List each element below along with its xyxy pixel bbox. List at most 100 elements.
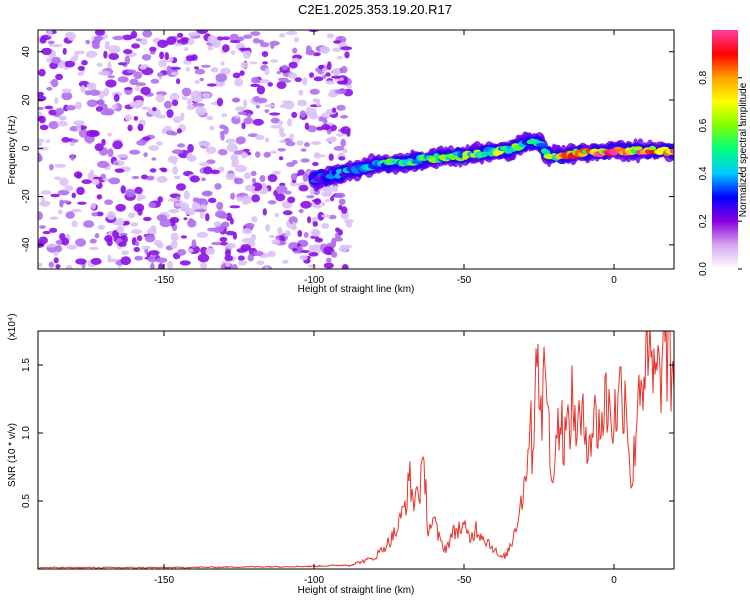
noise-blob [111,104,118,109]
noise-blob [250,233,257,242]
y-tick-label: 20 [21,94,32,106]
noise-blob [180,112,185,121]
noise-blob [49,163,54,171]
noise-blob [345,221,353,228]
noise-blob [310,141,322,145]
noise-blob [243,117,254,125]
noise-blob [38,211,43,221]
noise-blob [46,86,53,91]
noise-blob [298,184,309,192]
noise-blob [251,194,260,203]
noise-blob [54,163,66,168]
noise-blob [130,222,139,227]
noise-blob [165,130,175,136]
noise-blob [259,79,271,84]
noise-blob [197,253,210,263]
noise-blob [321,201,326,207]
noise-blob [116,225,125,234]
noise-blob [55,107,65,115]
noise-blob [338,204,343,211]
noise-blob [117,76,129,83]
noise-blob [264,109,270,114]
noise-blob [73,171,83,179]
noise-blob [255,134,265,140]
noise-blob [241,122,246,130]
noise-blob [277,226,283,236]
noise-blob [299,255,308,261]
noise-blob [177,249,187,256]
noise-blob [292,247,298,252]
noise-blob [97,160,109,168]
noise-blob [200,262,207,269]
noise-blob [276,81,287,89]
noise-blob [38,68,46,77]
noise-blob [234,115,241,119]
noise-blob [177,143,186,148]
noise-blob [112,35,124,41]
noise-blob [53,257,59,264]
noise-blob [325,80,335,85]
noise-blob [255,151,261,158]
noise-blob [150,78,160,84]
noise-blob [309,72,314,78]
noise-blob [134,255,144,261]
noise-blob [134,186,143,194]
noise-blob [285,30,298,36]
noise-blob [148,250,160,256]
noise-blob [216,201,224,211]
noise-blob [265,224,270,232]
noise-blob [323,262,334,269]
ridge-blob [633,146,643,151]
noise-blob [90,202,96,210]
noise-blob [334,192,346,199]
noise-blob [164,52,169,61]
noise-blob [238,255,245,261]
noise-blob [108,45,121,54]
noise-blob [38,236,48,245]
spectrogram-x-axis: -150 -100 -50 0 [154,30,617,286]
noise-blob [296,140,304,146]
noise-blob [246,113,252,118]
noise-blob [218,149,228,156]
noise-blob [294,77,302,83]
noise-blob [308,244,314,253]
noise-blob [269,112,281,116]
noise-blob [297,230,303,237]
noise-blob [313,204,322,209]
noise-blob [240,61,249,69]
noise-blob [340,138,347,148]
noise-blob [97,224,106,230]
noise-blob [341,206,348,214]
noise-blob [133,246,140,253]
noise-blob [321,124,331,131]
noise-blob [308,113,319,120]
noise-blob [259,175,266,183]
noise-blob [169,66,181,70]
noise-blob [200,246,208,255]
noise-blob [131,175,140,180]
noise-blob [224,249,231,257]
noise-blob [249,61,258,65]
noise-blob [287,196,296,204]
colorbar-tick-label: 0.4 [698,166,709,180]
noise-blob [271,239,281,245]
noise-blob [42,230,51,235]
noise-blob [91,212,98,217]
noise-blob [57,120,68,127]
noise-blob [326,33,335,39]
noise-blob [199,77,204,82]
noise-blob [136,139,147,146]
noise-blob [161,168,168,173]
noise-blob [308,252,319,257]
noise-blob [187,248,194,253]
noise-blob [281,64,288,71]
noise-blob [122,34,134,41]
noise-blob [94,30,106,36]
noise-blob [250,76,260,84]
noise-blob [282,210,293,216]
noise-layer [38,30,354,269]
x-tick-label: 0 [611,275,617,286]
noise-blob [63,60,76,68]
noise-blob [209,125,215,131]
